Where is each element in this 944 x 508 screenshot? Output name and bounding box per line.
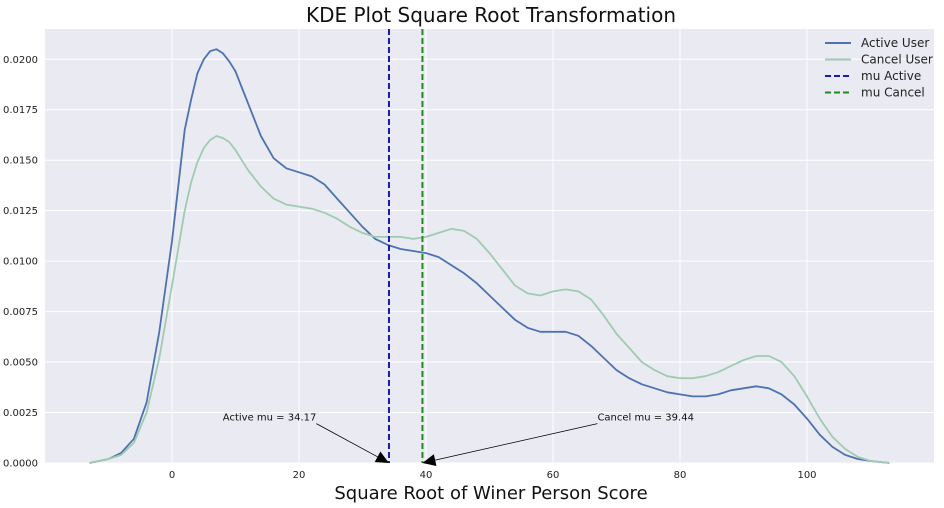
annotation-arrow-line <box>435 423 598 461</box>
y-tick-label: 0.0175 <box>3 105 38 116</box>
annotation-text: Cancel mu = 39.44 <box>597 413 694 424</box>
y-tick-label: 0.0050 <box>3 358 38 369</box>
x-tick-label: 0 <box>169 470 175 481</box>
y-tick-label: 0.0075 <box>3 307 38 318</box>
y-tick-label: 0.0000 <box>3 459 38 470</box>
tick-labels: 0 20 40 60 80 100 0.0000 0.0025 0.0050 0.0075 0.01… <box>3 55 817 481</box>
series-line-cancel-user <box>89 135 890 464</box>
mean-lines <box>387 29 424 463</box>
x-tick-label: 80 <box>674 470 687 481</box>
plot-area <box>45 29 934 463</box>
y-tick-label: 0.0025 <box>3 408 38 419</box>
x-tick-label: 60 <box>547 470 560 481</box>
series-line-active-user <box>89 48 890 464</box>
annotation-arrow-head <box>374 451 389 463</box>
grid-lines <box>45 29 934 464</box>
x-tick-label: 20 <box>293 470 306 481</box>
chart-title: KDE Plot Square Root Transformation <box>306 3 676 27</box>
x-tick-label: 40 <box>420 470 433 481</box>
x-tick-label: 100 <box>797 470 816 481</box>
series-lines <box>89 48 890 464</box>
annotation-arrow-head <box>422 454 437 466</box>
legend: Active User Cancel User mu Active mu Cancel <box>825 36 933 100</box>
y-tick-label: 0.0100 <box>3 257 38 268</box>
annotation-arrow-line <box>316 423 378 458</box>
legend-label: mu Cancel <box>861 86 925 100</box>
annotation-text: Active mu = 34.17 <box>223 413 317 424</box>
legend-label: Active User <box>861 36 929 50</box>
legend-label: Cancel User <box>861 53 933 67</box>
y-tick-label: 0.0200 <box>3 55 38 66</box>
y-tick-label: 0.0150 <box>3 156 38 167</box>
legend-label: mu Active <box>861 69 921 83</box>
y-tick-label: 0.0125 <box>3 206 38 217</box>
x-axis-label: Square Root of Winer Person Score <box>334 483 647 504</box>
annotations: Active mu = 34.17 Cancel mu = 39.44 <box>223 413 694 466</box>
